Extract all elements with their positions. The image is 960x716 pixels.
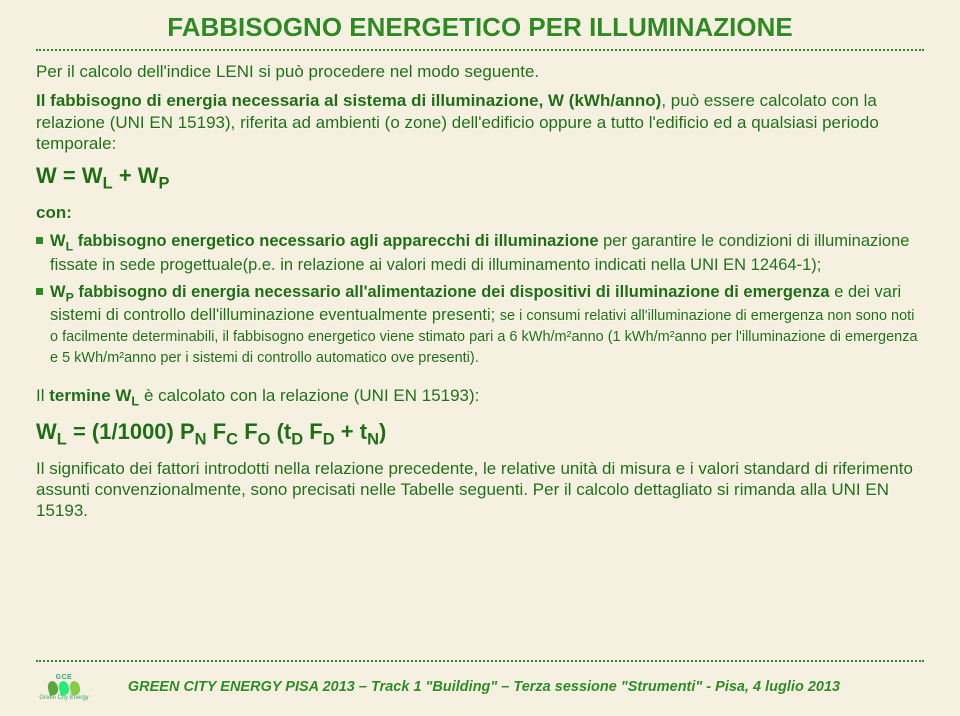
footer: GCE Green City Energy GREEN CITY ENERGY … (0, 658, 960, 708)
formula-sub: P (159, 174, 170, 192)
paragraph-term: Il termine WL è calcolato con la relazio… (36, 385, 924, 409)
logo-text-bottom: Green City Energy (39, 695, 88, 701)
footer-text: GREEN CITY ENERGY PISA 2013 – Track 1 "B… (100, 679, 924, 695)
formula-sub: L (103, 174, 113, 192)
text-span: fabbisogno energetico necessario agli ap… (73, 232, 598, 250)
slide-page: FABBISOGNO ENERGETICO PER ILLUMINAZIONE … (0, 0, 960, 716)
formula-text: + W (113, 163, 159, 188)
text-span: è calcolato con la relazione (UNI EN 151… (139, 386, 479, 405)
con-label: con: (36, 202, 924, 223)
paragraph-definition: Il fabbisogno di energia necessaria al s… (36, 90, 924, 154)
gce-logo-icon: GCE Green City Energy (36, 666, 92, 708)
leaf-icon (57, 679, 70, 695)
bullet-wl: WL fabbisogno energetico necessario agli… (36, 231, 924, 275)
bold-span: WP fabbisogno di energia necessario all'… (50, 283, 830, 301)
divider-top (36, 49, 924, 51)
slide-content: Per il calcolo dell'indice LENI si può p… (36, 61, 924, 521)
bold-span: Il fabbisogno di energia necessaria al s… (36, 91, 661, 110)
text-span: W (50, 232, 66, 250)
text-span: Il (36, 386, 49, 405)
formula-w: W = WL + WP (36, 162, 924, 194)
slide-title: FABBISOGNO ENERGETICO PER ILLUMINAZIONE (36, 12, 924, 43)
formula-text: W = W (36, 163, 103, 188)
logo-text-top: GCE (56, 674, 73, 681)
bold-span: WL fabbisogno energetico necessario agli… (50, 232, 599, 250)
paragraph-tables: Il significato dei fattori introdotti ne… (36, 458, 924, 522)
footer-bar: GCE Green City Energy GREEN CITY ENERGY … (36, 666, 924, 708)
paragraph-intro: Per il calcolo dell'indice LENI si può p… (36, 61, 924, 82)
bullet-wp: WP fabbisogno di energia necessario all'… (36, 282, 924, 368)
divider-bottom (36, 660, 924, 662)
sub-span: L (66, 240, 74, 254)
text-span: termine W (49, 386, 131, 405)
formula-wl: WL = (1/1000) PN FC FO (tD FD + tN) (36, 418, 924, 450)
leaf-icon (68, 679, 81, 695)
logo-leaves (48, 681, 80, 695)
leaf-icon (46, 679, 59, 695)
text-span: W (50, 283, 66, 301)
bold-span: termine WL (49, 386, 139, 405)
text-span: fabbisogno di energia necessario all'ali… (74, 283, 830, 301)
sub-span: P (66, 290, 74, 304)
